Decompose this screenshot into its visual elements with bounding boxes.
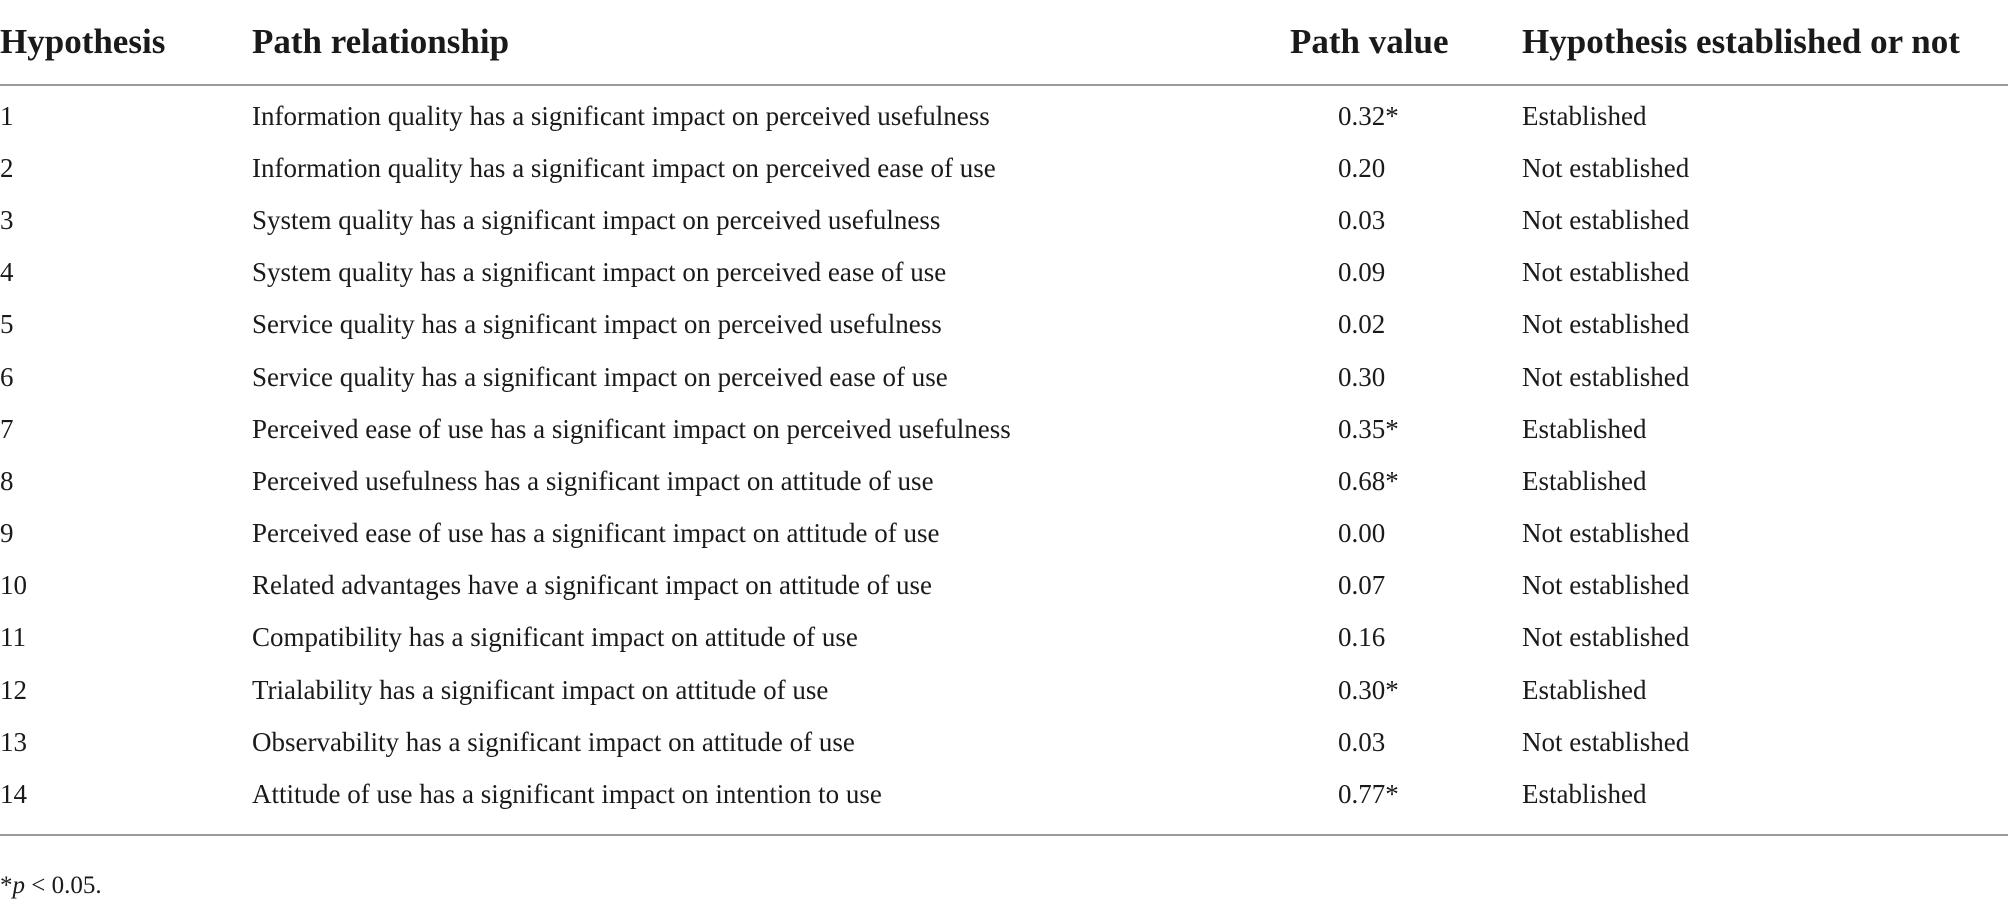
table-row: 12 Trialability has a significant impact …: [0, 664, 2008, 716]
table-row: 1 Information quality has a significant i…: [0, 85, 2008, 142]
cell-path-relationship: Perceived ease of use has a significant …: [252, 518, 940, 549]
cell-hypothesis: 5: [0, 309, 14, 340]
hypothesis-results-table: Hypothesis Path relationship Path value …: [0, 0, 2008, 821]
cell-path-value: 0.77*: [1338, 779, 1399, 810]
cell-path-value: 0.03: [1338, 726, 1386, 757]
cell-established: Not established: [1522, 152, 1690, 183]
table-row: 7 Perceived ease of use has a significant…: [0, 403, 2008, 455]
cell-established: Established: [1522, 674, 1647, 705]
table-row: 3 System quality has a significant impact…: [0, 194, 2008, 246]
cell-hypothesis: 10: [0, 570, 27, 601]
table-row: 6 Service quality has a significant impac…: [0, 351, 2008, 403]
cell-path-relationship: Information quality has a significant im…: [252, 100, 990, 131]
header-path-value: Path value: [1288, 0, 1520, 86]
cell-path-relationship: Compatibility has a significant impact o…: [252, 622, 858, 653]
cell-path-relationship: Perceived usefulness has a significant i…: [252, 465, 934, 496]
table-row: 11 Compatibility has a significant impact…: [0, 612, 2008, 664]
cell-path-relationship: Information quality has a significant im…: [252, 152, 996, 183]
cell-path-value: 0.68*: [1338, 465, 1399, 496]
cell-hypothesis: 14: [0, 779, 27, 810]
cell-established: Not established: [1522, 257, 1690, 288]
cell-hypothesis: 6: [0, 361, 14, 392]
cell-path-relationship: Attitude of use has a significant impact…: [252, 779, 882, 810]
cell-path-value: 0.32*: [1338, 100, 1399, 131]
cell-path-value: 0.20: [1338, 152, 1386, 183]
cell-established: Established: [1522, 413, 1647, 444]
cell-hypothesis: 7: [0, 413, 14, 444]
header-path-relationship: Path relationship: [252, 0, 1288, 86]
cell-established: Established: [1522, 465, 1647, 496]
cell-path-value: 0.00: [1338, 518, 1386, 549]
cell-established: Not established: [1522, 518, 1690, 549]
footnote-threshold: < 0.05.: [25, 872, 102, 899]
cell-established: Not established: [1522, 726, 1690, 757]
table-row: 2 Information quality has a significant i…: [0, 142, 2008, 194]
cell-hypothesis: 12: [0, 674, 27, 705]
table-row: 10 Related advantages have a significant …: [0, 560, 2008, 612]
cell-established: Established: [1522, 100, 1647, 131]
cell-hypothesis: 2: [0, 152, 14, 183]
cell-path-value: 0.35*: [1338, 413, 1399, 444]
table-row: 9 Perceived ease of use has a significant…: [0, 508, 2008, 560]
table-row: 8 Perceived usefulness has a significant …: [0, 455, 2008, 507]
cell-path-value: 0.02: [1338, 309, 1386, 340]
cell-hypothesis: 8: [0, 465, 14, 496]
cell-path-relationship: Service quality has a significant impact…: [252, 309, 942, 340]
cell-path-value: 0.16: [1338, 622, 1386, 653]
table-body: 1 Information quality has a significant i…: [0, 85, 2008, 821]
cell-established: Not established: [1522, 309, 1690, 340]
cell-path-relationship: Related advantages have a significant im…: [252, 570, 933, 601]
cell-path-relationship: System quality has a significant impact …: [252, 257, 947, 288]
cell-established: Not established: [1522, 204, 1690, 235]
table-row: 14 Attitude of use has a significant impa…: [0, 768, 2008, 820]
significance-footnote: *p < 0.05.: [0, 872, 102, 900]
cell-hypothesis: 3: [0, 204, 14, 235]
cell-hypothesis: 1: [0, 100, 14, 131]
cell-established: Not established: [1522, 361, 1690, 392]
cell-hypothesis: 9: [0, 518, 14, 549]
header-row: Hypothesis Path relationship Path value …: [0, 0, 2008, 86]
cell-hypothesis: 13: [0, 726, 27, 757]
cell-path-relationship: Observability has a significant impact o…: [252, 726, 855, 757]
cell-established: Established: [1522, 779, 1647, 810]
cell-path-relationship: Service quality has a significant impact…: [252, 361, 948, 392]
cell-path-value: 0.09: [1338, 257, 1386, 288]
footnote-p-symbol: p: [12, 872, 26, 899]
cell-path-relationship: Trialability has a significant impact on…: [252, 674, 829, 705]
table-bottom-rule: [0, 834, 2008, 836]
results-table-container: Hypothesis Path relationship Path value …: [0, 0, 2008, 821]
cell-path-relationship: System quality has a significant impact …: [252, 204, 941, 235]
cell-path-relationship: Perceived ease of use has a significant …: [252, 413, 1011, 444]
header-hypothesis: Hypothesis: [0, 0, 252, 86]
cell-established: Not established: [1522, 570, 1690, 601]
cell-path-value: 0.30*: [1338, 674, 1399, 705]
cell-hypothesis: 11: [0, 622, 26, 653]
table-row: 5 Service quality has a significant impac…: [0, 299, 2008, 351]
table-row: 13 Observability has a significant impact…: [0, 716, 2008, 768]
header-established: Hypothesis established or not: [1520, 0, 2008, 86]
footnote-star: *: [0, 872, 13, 899]
cell-hypothesis: 4: [0, 257, 14, 288]
table-header: Hypothesis Path relationship Path value …: [0, 0, 2008, 86]
table-row: 4 System quality has a significant impact…: [0, 247, 2008, 299]
cell-path-value: 0.03: [1338, 204, 1386, 235]
cell-path-value: 0.07: [1338, 570, 1386, 601]
cell-established: Not established: [1522, 622, 1690, 653]
cell-path-value: 0.30: [1338, 361, 1386, 392]
